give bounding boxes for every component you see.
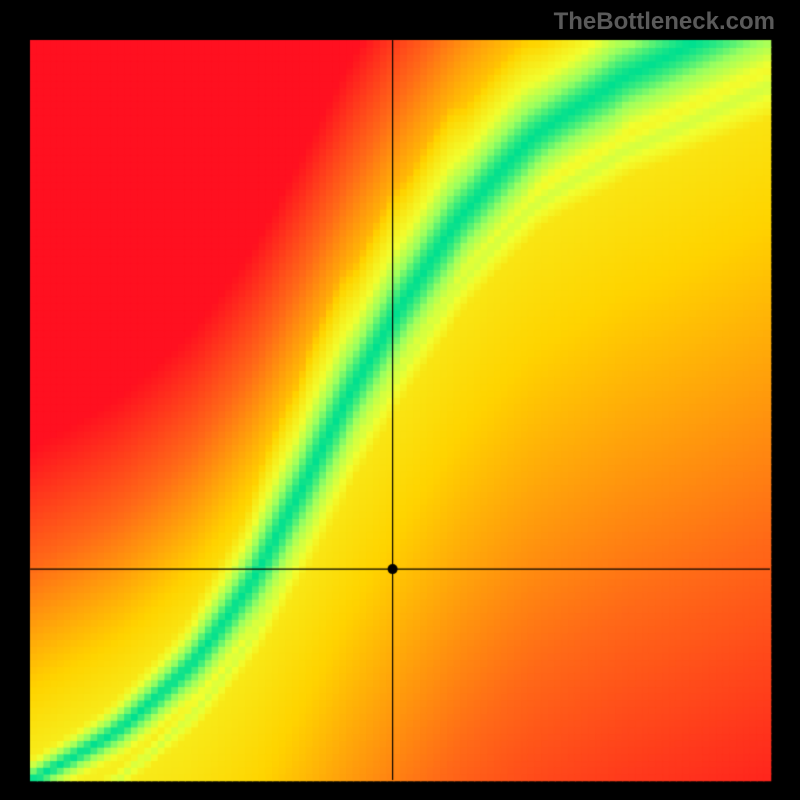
crosshair-overlay [0, 0, 800, 800]
watermark-text: TheBottleneck.com [554, 8, 775, 36]
